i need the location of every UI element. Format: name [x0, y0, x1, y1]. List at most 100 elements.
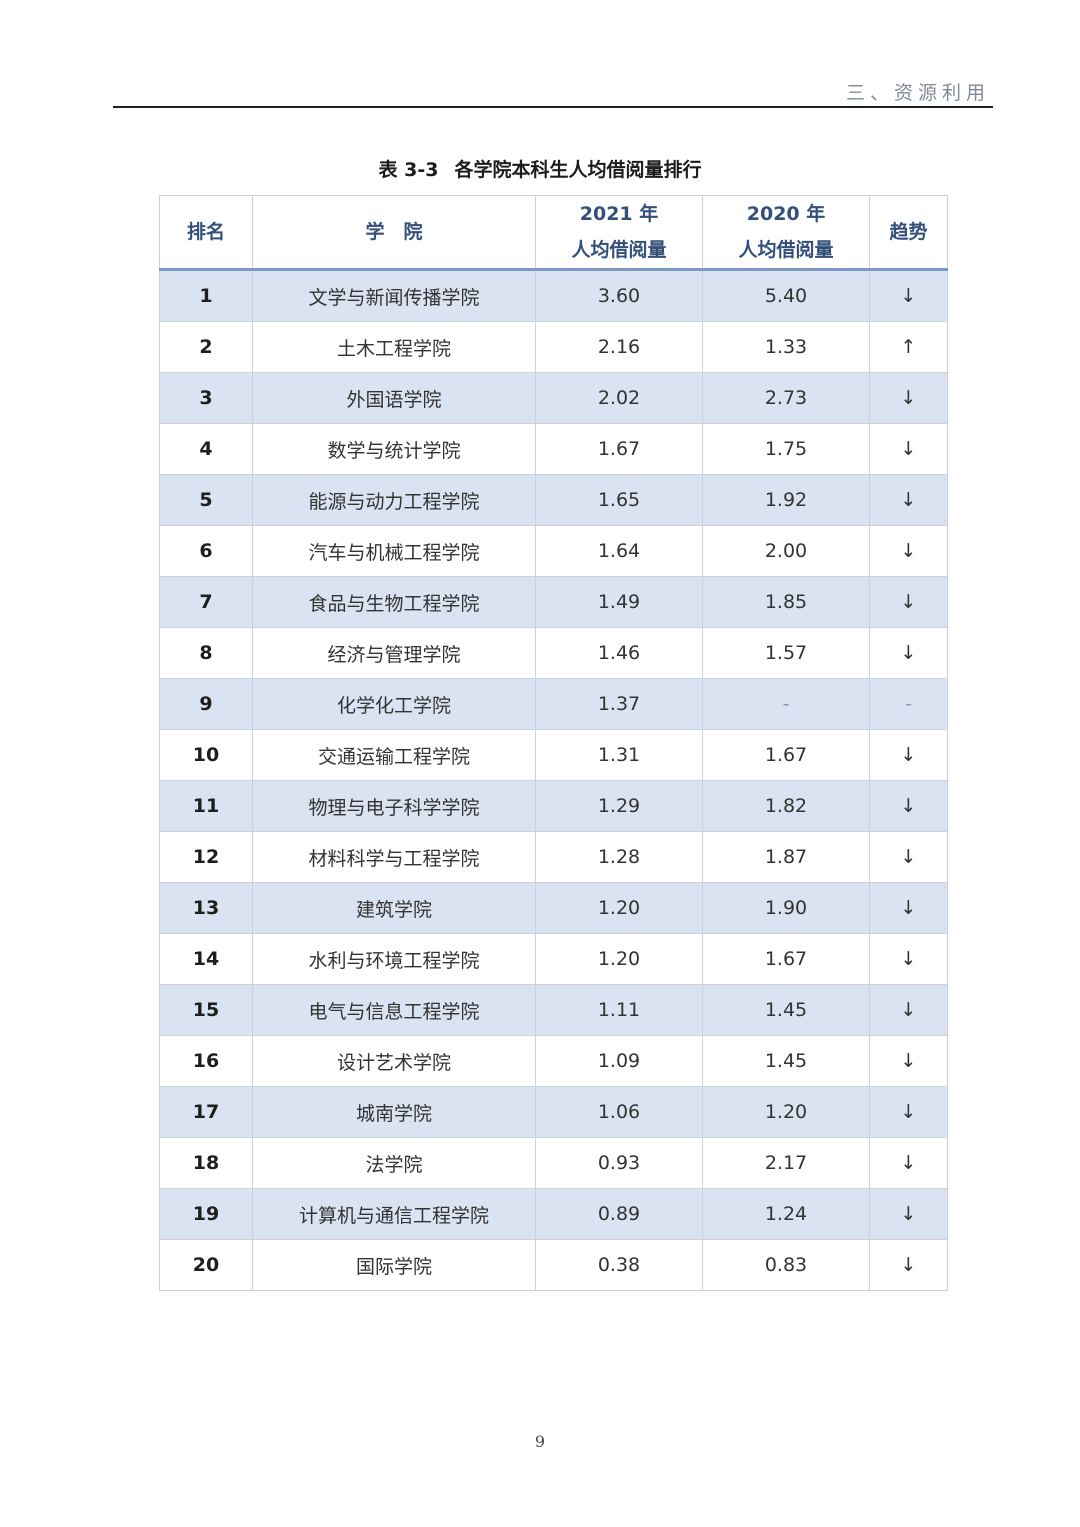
table-row: 13 建筑学院 1.20 1.90 ↓	[159, 882, 948, 934]
value-2020-cell: 1.45	[702, 984, 870, 1036]
rank-cell: 19	[159, 1188, 253, 1240]
trend-down-icon: ↓	[869, 627, 948, 679]
rank-cell: 14	[159, 933, 253, 985]
header-2020-metric: 人均借阅量	[738, 239, 834, 261]
college-cell: 外国语学院	[252, 372, 536, 424]
table-row: 7 食品与生物工程学院 1.49 1.85 ↓	[159, 576, 948, 628]
rank-cell: 1	[159, 269, 253, 322]
value-2020-cell: 5.40	[702, 269, 870, 322]
college-cell: 数学与统计学院	[252, 423, 536, 475]
value-2020-cell: 1.24	[702, 1188, 870, 1240]
trend-down-icon: ↓	[869, 474, 948, 526]
value-2020-cell: 1.33	[702, 321, 870, 373]
value-2021-cell: 3.60	[535, 269, 703, 322]
header-2020-year: 2020 年	[746, 203, 826, 225]
table-row: 12 材料科学与工程学院 1.28 1.87 ↓	[159, 831, 948, 883]
rank-cell: 20	[159, 1239, 253, 1291]
trend-down-icon: ↓	[869, 1188, 948, 1240]
trend-up-icon: ↑	[869, 321, 948, 373]
value-2021-cell: 1.20	[535, 882, 703, 934]
table-row: 16 设计艺术学院 1.09 1.45 ↓	[159, 1035, 948, 1087]
value-2020-cell: -	[702, 678, 870, 730]
trend-down-icon: ↓	[869, 729, 948, 781]
value-2021-cell: 1.46	[535, 627, 703, 679]
value-2021-cell: 1.64	[535, 525, 703, 577]
value-2021-cell: 1.67	[535, 423, 703, 475]
trend-down-icon: ↓	[869, 1137, 948, 1189]
ranking-table: 排名 学 院 2021 年 人均借阅量 2020 年 人均借阅量 趋势 1 文学与…	[159, 195, 948, 1291]
trend-down-icon: ↓	[869, 576, 948, 628]
trend-down-icon: ↓	[869, 269, 948, 322]
header-rank: 排名	[159, 195, 253, 271]
rank-cell: 8	[159, 627, 253, 679]
trend-down-icon: ↓	[869, 1035, 948, 1087]
rank-cell: 13	[159, 882, 253, 934]
header-2021-year: 2021 年	[579, 203, 659, 225]
rank-cell: 7	[159, 576, 253, 628]
rank-cell: 2	[159, 321, 253, 373]
table-row: 6 汽车与机械工程学院 1.64 2.00 ↓	[159, 525, 948, 577]
college-cell: 法学院	[252, 1137, 536, 1189]
value-2021-cell: 2.02	[535, 372, 703, 424]
college-cell: 汽车与机械工程学院	[252, 525, 536, 577]
trend-down-icon: ↓	[869, 933, 948, 985]
value-2020-cell: 1.67	[702, 729, 870, 781]
college-cell: 城南学院	[252, 1086, 536, 1138]
college-cell: 国际学院	[252, 1239, 536, 1291]
trend-down-icon: ↓	[869, 984, 948, 1036]
value-2021-cell: 1.65	[535, 474, 703, 526]
table-row: 20 国际学院 0.38 0.83 ↓	[159, 1239, 948, 1291]
rank-cell: 6	[159, 525, 253, 577]
table-row: 8 经济与管理学院 1.46 1.57 ↓	[159, 627, 948, 679]
rank-cell: 9	[159, 678, 253, 730]
college-cell: 化学化工学院	[252, 678, 536, 730]
college-cell: 交通运输工程学院	[252, 729, 536, 781]
value-2021-cell: 1.31	[535, 729, 703, 781]
table-row: 18 法学院 0.93 2.17 ↓	[159, 1137, 948, 1189]
college-cell: 能源与动力工程学院	[252, 474, 536, 526]
table-row: 9 化学化工学院 1.37- -	[159, 678, 948, 730]
header-2020: 2020 年 人均借阅量	[702, 195, 870, 271]
value-2021-cell: 1.09	[535, 1035, 703, 1087]
table-row: 5 能源与动力工程学院 1.65 1.92 ↓	[159, 474, 948, 526]
header-college: 学 院	[252, 195, 536, 271]
page-number: 9	[534, 1432, 546, 1451]
table-row: 10 交通运输工程学院 1.31 1.67 ↓	[159, 729, 948, 781]
value-2020-cell: 1.67	[702, 933, 870, 985]
table-row: 17 城南学院 1.06 1.20 ↓	[159, 1086, 948, 1138]
table-row: 4 数学与统计学院 1.67 1.75 ↓	[159, 423, 948, 475]
running-header: 三、资源利用	[845, 82, 990, 104]
value-2020-cell: 2.00	[702, 525, 870, 577]
college-cell: 设计艺术学院	[252, 1035, 536, 1087]
rank-cell: 12	[159, 831, 253, 883]
rank-cell: 3	[159, 372, 253, 424]
rank-cell: 5	[159, 474, 253, 526]
header-rule	[113, 106, 993, 108]
trend-down-icon: ↓	[869, 1239, 948, 1291]
value-2021-cell: 1.11	[535, 984, 703, 1036]
rank-cell: 11	[159, 780, 253, 832]
trend-down-icon: ↓	[869, 780, 948, 832]
table-row: 2 土木工程学院 2.16 1.33 ↑	[159, 321, 948, 373]
college-cell: 建筑学院	[252, 882, 536, 934]
trend-down-icon: ↓	[869, 1086, 948, 1138]
value-2020-cell: 1.87	[702, 831, 870, 883]
value-2020-cell: 1.90	[702, 882, 870, 934]
college-cell: 电气与信息工程学院	[252, 984, 536, 1036]
rank-cell: 18	[159, 1137, 253, 1189]
rank-cell: 4	[159, 423, 253, 475]
value-2021-cell: 0.89	[535, 1188, 703, 1240]
caption-number: 表 3-3	[378, 159, 439, 181]
value-2020-cell: 1.45	[702, 1035, 870, 1087]
value-2020-cell: 1.92	[702, 474, 870, 526]
trend-down-icon: ↓	[869, 372, 948, 424]
value-2020-cell: 1.75	[702, 423, 870, 475]
table-row: 15 电气与信息工程学院 1.11 1.45 ↓	[159, 984, 948, 1036]
trend-down-icon: ↓	[869, 423, 948, 475]
college-cell: 土木工程学院	[252, 321, 536, 373]
trend-down-icon: ↓	[869, 525, 948, 577]
value-2021-cell: 1.28	[535, 831, 703, 883]
college-cell: 物理与电子科学学院	[252, 780, 536, 832]
value-2020-cell: 1.82	[702, 780, 870, 832]
value-2021-cell: 1.20	[535, 933, 703, 985]
